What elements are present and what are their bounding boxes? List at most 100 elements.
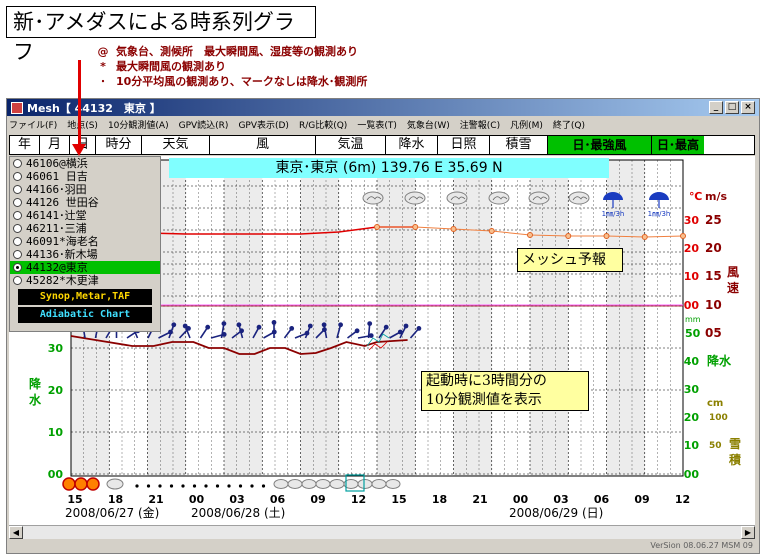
hour-tick-label: 18 [108, 493, 123, 506]
page-title: 新･アメダスによる時系列グラフ [6, 6, 316, 64]
mesh-window: Mesh【 44132 東京 】 _ □ × ファイル(F) 地点(S) 10分… [6, 98, 760, 554]
tab-precipitation[interactable]: 降水 [386, 136, 438, 154]
menu-gpv-display[interactable]: GPV表示(D) [238, 121, 289, 131]
station-item[interactable]: 46141･辻堂 [10, 209, 160, 222]
scroll-left-arrow-icon[interactable]: ◀ [9, 526, 23, 539]
hour-tick-label: 12 [351, 493, 366, 506]
tab-sunshine[interactable]: 日照 [438, 136, 490, 154]
minimize-button[interactable]: _ [709, 101, 723, 114]
radio-icon[interactable] [13, 263, 22, 272]
wind-arrow-head-icon [338, 322, 343, 328]
tab-weather[interactable]: 天気 [142, 136, 210, 154]
cloud-icon [301, 479, 317, 489]
adiabatic-chart-button[interactable]: Adiabatic Chart [18, 307, 152, 323]
window-titlebar[interactable]: Mesh【 44132 東京 】 _ □ × [7, 99, 759, 116]
obs-callout: 起動時に3時間分の 10分観測値を表示 [421, 371, 589, 411]
wind-speed-label: 風 [727, 265, 739, 279]
menu-rg-compare[interactable]: R/G比較(Q) [298, 121, 348, 131]
station-item[interactable]: 46091*海老名 [10, 235, 160, 248]
tab-year[interactable]: 年 [10, 136, 40, 154]
tab-temperature[interactable]: 気温 [316, 136, 386, 154]
cloud-icon [287, 479, 303, 489]
forecast-point [374, 224, 380, 230]
observation-dot [158, 484, 162, 488]
wind-arrow-head-icon [221, 321, 227, 326]
cloud-icon-detail [408, 196, 424, 201]
snow-label: 雪 [729, 437, 741, 451]
station-item[interactable]: 46061 日吉 [10, 170, 160, 183]
station-list: 46106@横浜 46061 日吉 44166･羽田 44126 世田谷 461… [9, 156, 161, 332]
right-wind-tick: 10 [705, 298, 722, 312]
tab-snow[interactable]: 積雪 [490, 136, 548, 154]
grid-band [530, 160, 569, 476]
radio-icon[interactable] [13, 237, 22, 246]
maximize-button[interactable]: □ [725, 101, 739, 114]
hour-tick-label: 06 [594, 493, 610, 506]
station-header: 東京･東京 (6m) 139.76 E 35.69 N [169, 158, 609, 178]
menu-station[interactable]: 地点(S) [67, 121, 98, 131]
right-wind-tick: 15 [705, 269, 722, 283]
menu-file[interactable]: ファイル(F) [9, 121, 58, 131]
legend-text: 気象台、測候所 最大瞬間風、湿度等の観測あり [116, 45, 358, 58]
menu-10min-obs[interactable]: 10分観測値(A) [107, 121, 169, 131]
station-item[interactable]: 46211･三浦 [10, 222, 160, 235]
menu-warnings[interactable]: 注警報(C) [459, 121, 501, 131]
date-label: 2008/06/27 (金) [65, 505, 159, 520]
cloud-icon-detail [492, 196, 508, 201]
station-label: 44136･新木場 [26, 248, 98, 261]
chart-area: 50 40 30 20 10 00 降水 ℃m/s 30 20 10 00 25 20 15 10 05 風速 mm… [9, 156, 755, 539]
hour-tick-label: 09 [310, 493, 325, 506]
menu-gpv-read[interactable]: GPV読込(R) [178, 121, 229, 131]
horizontal-scrollbar[interactable]: ◀ ▶ [9, 525, 755, 539]
grid-band [453, 160, 492, 476]
status-bar: VerSion 08.06.27 MSM 09 [7, 539, 759, 553]
close-button[interactable]: × [741, 101, 755, 114]
forecast-point [603, 233, 610, 239]
cloud-icon-detail [366, 196, 382, 201]
synop-metar-taf-button[interactable]: Synop,Metar,TAF [18, 289, 152, 305]
wind-arrow-head-icon [205, 324, 211, 330]
radio-icon[interactable] [13, 172, 22, 181]
station-item[interactable]: 44136･新木場 [10, 248, 160, 261]
radio-icon[interactable] [13, 211, 22, 220]
left-tick-label: 00 [48, 468, 64, 481]
pointer-arrow-head-icon [72, 144, 86, 156]
right-mm-tick: 10 [684, 439, 700, 452]
station-item-selected[interactable]: 44132@東京 [10, 261, 160, 274]
scroll-right-arrow-icon[interactable]: ▶ [741, 526, 755, 539]
menu-table[interactable]: 一覧表(T) [357, 121, 397, 131]
station-label: 46106@横浜 [26, 157, 88, 170]
radio-icon[interactable] [13, 198, 22, 207]
station-item[interactable]: 45282*木更津 [10, 274, 160, 287]
station-item[interactable]: 46106@横浜 [10, 157, 160, 170]
menu-exit[interactable]: 終了(Q) [552, 121, 585, 131]
version-label: VerSion 08.06.27 MSM 09 [650, 541, 753, 550]
obs-callout-line2: 10分観測値を表示 [426, 392, 542, 408]
station-item[interactable]: 44126 世田谷 [10, 196, 160, 209]
radio-icon[interactable] [13, 159, 22, 168]
station-item[interactable]: 44166･羽田 [10, 183, 160, 196]
radio-icon[interactable] [13, 224, 22, 233]
wind-arrow-head-icon [236, 322, 242, 328]
tab-daily-max-temp[interactable]: 日･最高 [652, 136, 704, 154]
legend-symbol: @ [97, 45, 109, 58]
hour-tick-label: 15 [391, 493, 406, 506]
tab-daily-max-wind[interactable]: 日･最強風 [548, 136, 652, 154]
legend-symbol: * [100, 60, 106, 73]
tab-wind[interactable]: 風 [210, 136, 316, 154]
cloud-icon [446, 191, 468, 205]
menu-observatory[interactable]: 気象台(W) [406, 121, 450, 131]
tab-time[interactable]: 時分 [96, 136, 142, 154]
hour-tick-label: 12 [675, 493, 690, 506]
wind-arrow-head-icon [367, 321, 373, 326]
tab-month[interactable]: 月 [40, 136, 70, 154]
column-tabs: 年 月 日 時分 天気 風 気温 降水 日照 積雪 日･最強風 日･最高 [9, 135, 755, 155]
forecast-point [565, 233, 572, 239]
radio-icon[interactable] [13, 276, 22, 285]
hour-tick-label: 21 [148, 493, 163, 506]
menu-legend[interactable]: 凡例(M) [510, 121, 543, 131]
radio-icon[interactable] [13, 250, 22, 259]
radio-icon[interactable] [13, 185, 22, 194]
right-temp-tick: 10 [684, 270, 700, 283]
right-temp-tick: 20 [684, 242, 700, 255]
